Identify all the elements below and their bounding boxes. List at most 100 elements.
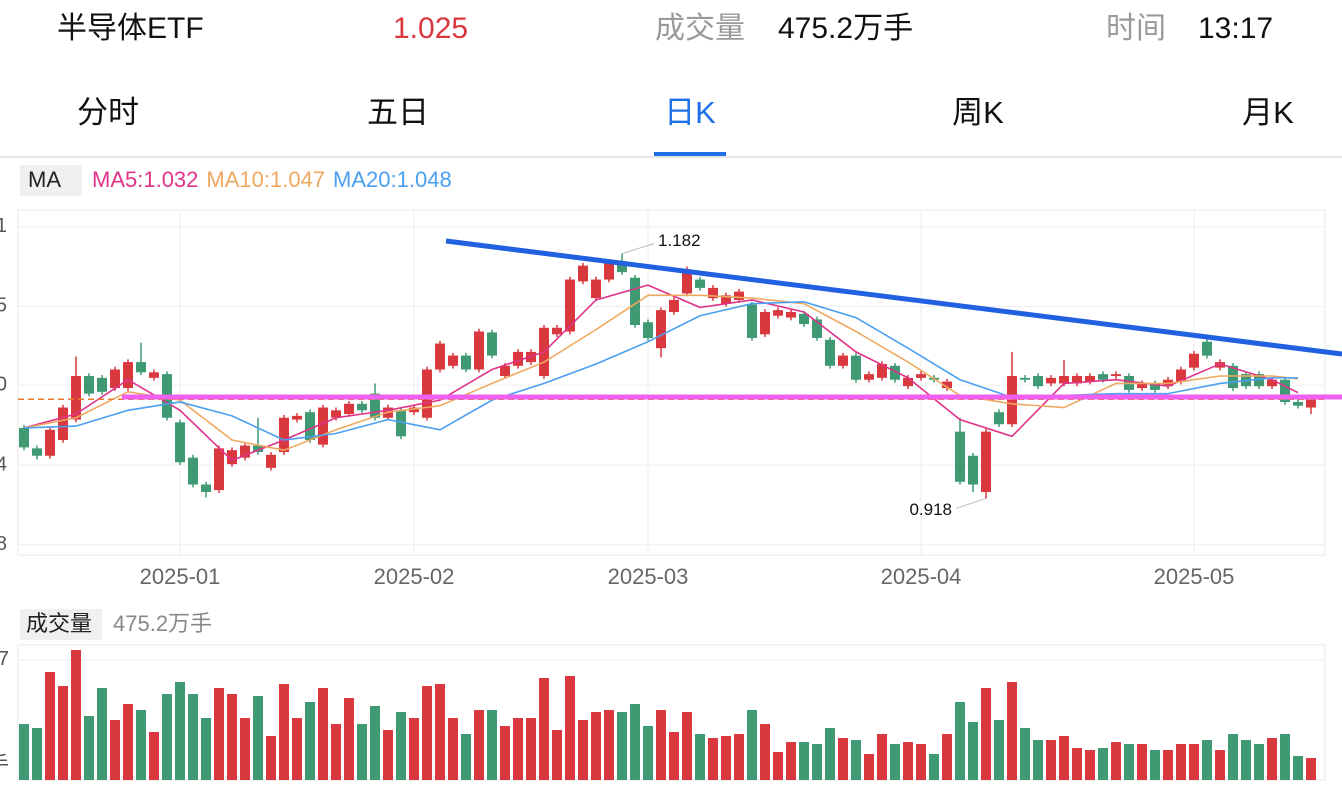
- volume-bar: [825, 728, 835, 780]
- volume-bar: [1293, 756, 1303, 780]
- volume-bar: [1228, 734, 1238, 780]
- tab[interactable]: 月K: [1242, 95, 1294, 130]
- tab[interactable]: 五日: [367, 95, 429, 130]
- volume-bar: [968, 722, 978, 780]
- volume-bar: [656, 710, 666, 780]
- candle-body: [1033, 376, 1043, 387]
- volume-bar: [1007, 682, 1017, 780]
- ma-line: [23, 294, 1299, 452]
- volume-bar: [1163, 750, 1173, 780]
- volume-bar: [97, 688, 107, 780]
- volume-bar: [1098, 748, 1108, 780]
- candle-body: [565, 279, 575, 332]
- volume-bar: [500, 726, 510, 780]
- candle-body: [123, 362, 133, 389]
- volume-bar: [123, 704, 133, 780]
- candle-body: [851, 355, 861, 380]
- volume-bar: [357, 724, 367, 780]
- volume-bar: [760, 724, 770, 780]
- volume-bar: [162, 694, 172, 780]
- tab[interactable]: 日K: [664, 95, 716, 130]
- volume-bar: [708, 738, 718, 780]
- volume-bar: [344, 698, 354, 780]
- volume-bar: [1189, 744, 1199, 780]
- volume-bar: [643, 726, 653, 780]
- volume-bar: [1059, 736, 1069, 780]
- candle-body: [84, 376, 94, 394]
- x-tick-label: 2025-05: [1154, 564, 1235, 589]
- candle-body: [552, 327, 562, 335]
- volume-bar: [1072, 748, 1082, 780]
- volume-bar: [552, 730, 562, 780]
- volume-bar: [422, 686, 432, 780]
- low-leader: [955, 497, 987, 509]
- candle-body: [58, 407, 68, 440]
- candle-body: [981, 431, 991, 492]
- volume-bar: [1254, 744, 1264, 780]
- volume-bar: [838, 738, 848, 780]
- candle-body: [370, 393, 380, 418]
- volume-bar: [266, 736, 276, 780]
- candle-body: [1280, 379, 1290, 402]
- volume-bar: [175, 682, 185, 780]
- volume-bar: [71, 650, 81, 780]
- candle-body: [799, 313, 809, 325]
- volume-bar: [981, 688, 991, 780]
- volume-bar: [136, 710, 146, 780]
- tab[interactable]: 周K: [952, 95, 1004, 130]
- ma-line: [23, 284, 1299, 462]
- volume-bar: [578, 720, 588, 780]
- candle-body: [1085, 376, 1095, 382]
- candle-body: [201, 484, 211, 492]
- y-tick-label: 1.040: [0, 374, 7, 396]
- candle-body: [253, 445, 263, 453]
- volume-bar: [58, 686, 68, 780]
- candle-body: [318, 407, 328, 445]
- candle-body: [734, 291, 744, 300]
- candle-body: [669, 299, 679, 313]
- tab[interactable]: 分时: [77, 95, 139, 130]
- volume-legend-box: [20, 609, 102, 640]
- time-label: 时间: [1106, 12, 1166, 45]
- candle-body: [461, 355, 471, 370]
- candle-body: [214, 448, 224, 491]
- candle-body: [877, 363, 887, 378]
- volume-bar: [383, 730, 393, 780]
- time: 13:17: [1198, 12, 1273, 45]
- volume-bar: [903, 742, 913, 780]
- price-frame: [17, 209, 1326, 556]
- volume-subtitle: 475.2万手: [113, 611, 212, 636]
- volume-bar: [305, 702, 315, 780]
- candle-body: [344, 403, 354, 415]
- legend-entry: MA5:1.032: [92, 167, 198, 192]
- volume-bar: [669, 732, 679, 780]
- candle-body: [97, 377, 107, 392]
- volume-bar: [747, 710, 757, 780]
- volume-bar: [786, 742, 796, 780]
- candle-body: [435, 343, 445, 370]
- candle-body: [838, 355, 848, 366]
- volume-bar: [487, 710, 497, 780]
- volume-bar: [19, 724, 29, 780]
- candle-body: [474, 331, 484, 370]
- candle-body: [240, 445, 250, 458]
- volume-bar: [396, 712, 406, 780]
- candle-body: [825, 339, 835, 366]
- volume-bar: [1020, 728, 1030, 780]
- volume-bar: [1046, 740, 1056, 780]
- volume-bar: [721, 736, 731, 780]
- plot: 1.211 1.125 1.040 0.954 0.868 2025-01 2025-02 2…: [0, 167, 1325, 780]
- volume-bar: [955, 702, 965, 780]
- candle-body: [812, 319, 822, 338]
- volume-label: 成交量: [655, 12, 745, 45]
- candle-body: [227, 450, 237, 465]
- candle-body: [32, 448, 42, 456]
- volume-bar: [942, 734, 952, 780]
- candle-body: [331, 410, 341, 418]
- candle-body: [604, 261, 614, 280]
- high-leader: [621, 243, 655, 255]
- candle-body: [1150, 383, 1160, 390]
- y-tick-label: 0.954: [0, 453, 7, 475]
- tab-bar: 分时 五日 日K 周K 月K: [77, 95, 1294, 157]
